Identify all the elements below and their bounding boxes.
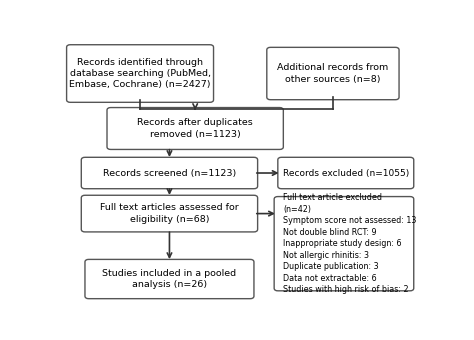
FancyBboxPatch shape [274, 197, 414, 291]
FancyBboxPatch shape [85, 259, 254, 299]
FancyBboxPatch shape [107, 107, 283, 150]
Text: Records after duplicates
removed (n=1123): Records after duplicates removed (n=1123… [137, 118, 253, 139]
FancyBboxPatch shape [82, 157, 258, 189]
FancyBboxPatch shape [278, 157, 414, 189]
Text: Full text articles assessed for
eligibility (n=68): Full text articles assessed for eligibil… [100, 203, 239, 224]
Text: Records excluded (n=1055): Records excluded (n=1055) [283, 169, 409, 177]
FancyBboxPatch shape [66, 45, 213, 102]
FancyBboxPatch shape [82, 195, 258, 232]
Text: Records screened (n=1123): Records screened (n=1123) [103, 169, 236, 177]
Text: Records identified through
database searching (PubMed,
Embase, Cochrane) (n=2427: Records identified through database sear… [69, 57, 211, 89]
Text: Full text article excluded
(n=42)
Symptom score not assessed: 13
Not double blin: Full text article excluded (n=42) Sympto… [283, 193, 417, 294]
Text: Additional records from
other sources (n=8): Additional records from other sources (n… [277, 63, 389, 84]
Text: Studies included in a pooled
analysis (n=26): Studies included in a pooled analysis (n… [102, 269, 237, 289]
FancyBboxPatch shape [267, 47, 399, 100]
